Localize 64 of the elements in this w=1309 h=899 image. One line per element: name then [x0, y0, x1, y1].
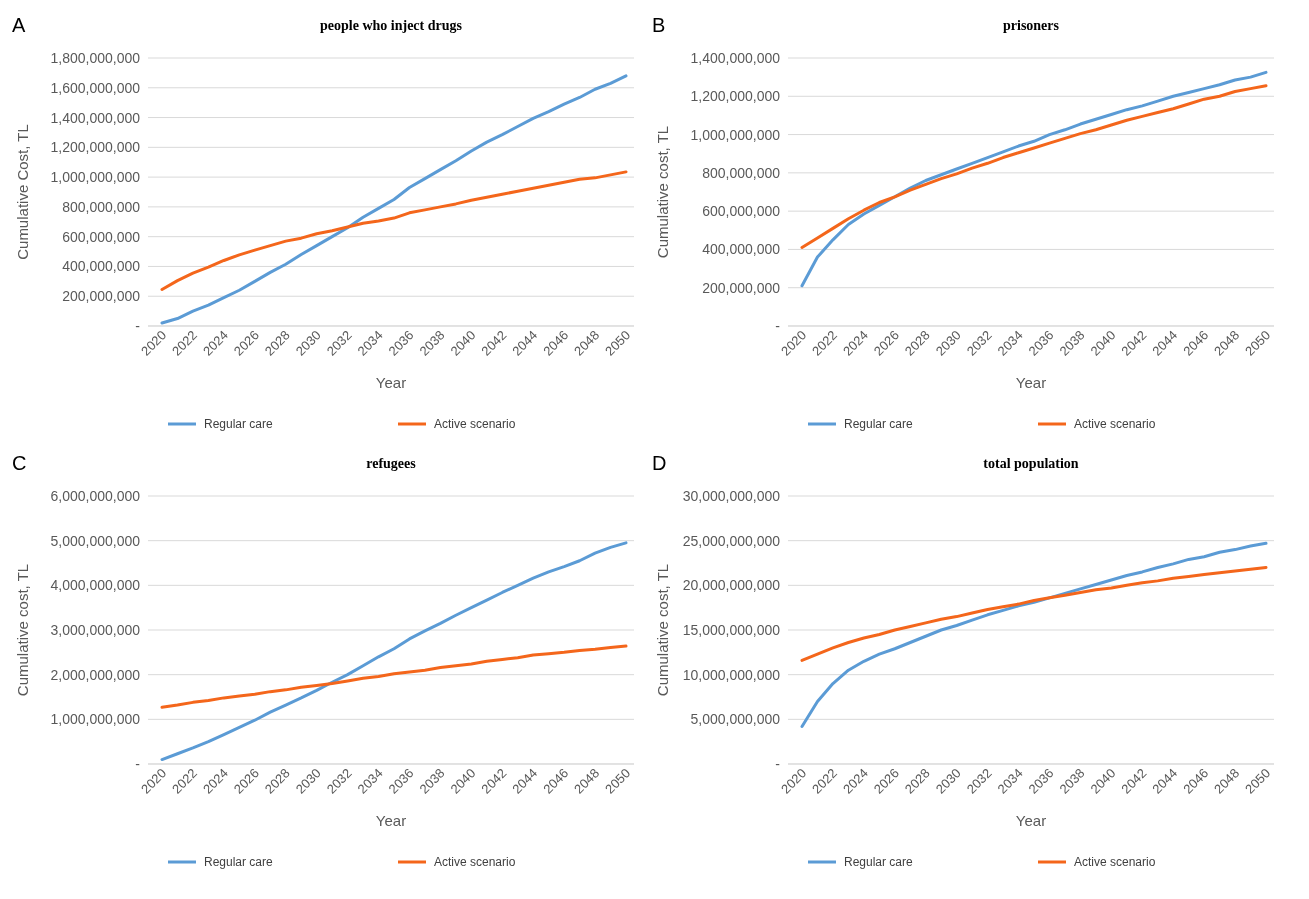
y-tick-label: 800,000,000: [702, 164, 781, 181]
y-tick-label: 2,000,000,000: [50, 666, 141, 683]
y-tick-label: 1,000,000,000: [50, 169, 141, 186]
line-series: [160, 644, 628, 709]
legend-label: Regular care: [204, 417, 274, 431]
y-tick-label: 25,000,000,000: [682, 532, 781, 549]
text: B: [652, 14, 666, 36]
legend-label: Active scenario: [1074, 855, 1156, 869]
y-axis-title: Cumulative cost, TL: [14, 563, 31, 697]
legend-label: Regular care: [844, 417, 914, 431]
chart-title: refugees: [366, 456, 417, 471]
y-tick-label: 6,000,000,000: [50, 488, 141, 504]
y-tick-label: 1,800,000,000: [50, 50, 141, 66]
y-axis-title: Cumulative cost, TL: [654, 125, 671, 259]
y-tick-label: -: [135, 756, 141, 772]
line-series: [800, 70, 1268, 288]
y-tick-label: 30,000,000,000: [682, 488, 781, 504]
y-tick-label: -: [775, 318, 781, 334]
y-tick-label: 5,000,000,000: [50, 532, 141, 549]
y-tick-label: 400,000,000: [62, 258, 141, 275]
line-series: [800, 541, 1268, 728]
line-series: [800, 565, 1268, 662]
y-axis-title: Cumulative Cost, TL: [14, 124, 31, 260]
y-tick-label: 1,400,000,000: [690, 50, 781, 66]
line-series: [800, 84, 1268, 250]
y-tick-label: 1,200,000,000: [50, 139, 141, 156]
y-tick-label: 200,000,000: [702, 279, 781, 296]
y-tick-label: 600,000,000: [702, 203, 781, 220]
y-tick-label: -: [135, 318, 141, 334]
legend-label: Active scenario: [434, 855, 516, 869]
y-tick-label: 600,000,000: [62, 228, 141, 245]
x-axis-title: Year: [1015, 812, 1047, 829]
text: A: [12, 14, 26, 36]
legend-label: Regular care: [844, 855, 914, 869]
y-tick-label: 20,000,000,000: [682, 577, 781, 594]
y-tick-label: 1,000,000,000: [50, 711, 141, 728]
y-tick-label: 1,200,000,000: [690, 88, 781, 105]
text: C: [12, 452, 27, 474]
y-tick-label: 5,000,000,000: [690, 711, 781, 728]
y-tick-label: 800,000,000: [62, 198, 141, 215]
x-axis-title: Year: [1015, 374, 1047, 391]
legend-label: Active scenario: [434, 417, 516, 431]
y-tick-label: 400,000,000: [702, 241, 781, 258]
y-tick-label: 4,000,000,000: [50, 577, 141, 594]
line-series: [160, 541, 628, 762]
y-tick-label: 10,000,000,000: [682, 666, 781, 683]
legend-label: Active scenario: [1074, 417, 1156, 431]
y-tick-label: 200,000,000: [62, 288, 141, 305]
line-series: [160, 74, 628, 325]
x-axis-title: Year: [375, 812, 407, 829]
y-tick-label: 1,600,000,000: [50, 79, 141, 96]
y-tick-label: 1,400,000,000: [50, 109, 141, 126]
chart-title: total population: [983, 456, 1079, 471]
x-axis-title: Year: [375, 374, 407, 391]
chart-title: prisoners: [1003, 18, 1060, 33]
text: D: [652, 452, 667, 474]
y-tick-label: 15,000,000,000: [682, 622, 781, 638]
y-tick-label: 3,000,000,000: [50, 622, 141, 638]
legend-label: Regular care: [204, 855, 274, 869]
y-axis-title: Cumulative cost, TL: [654, 563, 671, 697]
line-series: [160, 170, 628, 292]
y-tick-label: 1,000,000,000: [690, 126, 781, 143]
chart-title: people who inject drugs: [320, 18, 463, 33]
y-tick-label: -: [775, 756, 781, 772]
